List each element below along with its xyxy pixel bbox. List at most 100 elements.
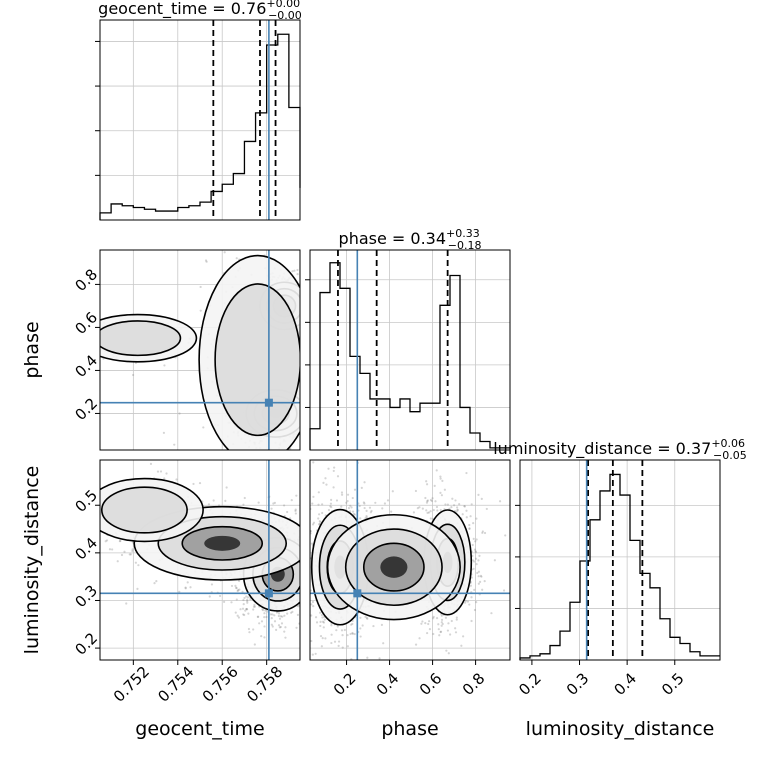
- sample-point: [269, 613, 272, 616]
- sample-point: [223, 600, 226, 603]
- sample-point: [350, 623, 353, 626]
- sample-point: [202, 426, 205, 429]
- sample-point: [280, 622, 284, 625]
- sample-point: [432, 508, 435, 512]
- sample-point: [483, 531, 487, 535]
- sample-point: [386, 499, 390, 502]
- ylabel-phase: phase: [21, 321, 43, 378]
- sample-point: [128, 553, 131, 556]
- sample-point: [235, 598, 238, 601]
- sample-point: [452, 504, 456, 507]
- title-luminosity_distance: luminosity_distance = 0.37+0.06 −0.05: [493, 437, 747, 462]
- title-geocent_time: geocent_time = 0.76+0.00 −0.00: [98, 0, 302, 22]
- sample-point: [311, 523, 315, 526]
- sample-point: [359, 517, 362, 520]
- sample-point: [378, 657, 381, 660]
- sample-point: [391, 490, 394, 493]
- sample-point: [263, 625, 266, 628]
- sample-point: [349, 632, 352, 636]
- sample-point: [429, 510, 432, 513]
- sample-point: [253, 643, 256, 646]
- sample-point: [319, 521, 322, 524]
- sample-point: [247, 612, 250, 615]
- sample-point: [363, 506, 366, 510]
- truth-marker: [353, 589, 362, 598]
- sample-point: [319, 620, 322, 623]
- sample-point: [199, 309, 202, 312]
- sample-point: [265, 615, 268, 619]
- sample-point: [319, 624, 322, 628]
- sample-point: [427, 622, 430, 626]
- sample-point: [207, 503, 211, 506]
- sample-point: [321, 620, 325, 623]
- sample-point: [475, 517, 478, 520]
- sample-point: [481, 588, 484, 591]
- sample-point: [178, 590, 181, 593]
- sample-point: [477, 582, 480, 585]
- sample-point: [363, 502, 366, 505]
- sample-point: [234, 584, 237, 588]
- sample-point: [433, 484, 436, 487]
- sample-point: [314, 652, 317, 655]
- sample-point: [312, 521, 316, 524]
- xlabel-phase: phase: [381, 718, 438, 740]
- sample-point: [296, 613, 300, 616]
- sample-point: [351, 510, 355, 513]
- sample-point: [271, 613, 274, 616]
- sample-point: [335, 499, 339, 502]
- sample-point: [470, 619, 473, 623]
- sample-point: [311, 502, 314, 505]
- sample-point: [447, 652, 450, 655]
- sample-point: [362, 501, 365, 504]
- sample-point: [479, 574, 483, 577]
- panel-frame: [309, 459, 511, 661]
- sample-point: [337, 644, 340, 647]
- sample-point: [365, 514, 368, 518]
- sample-point: [353, 488, 357, 491]
- sample-point: [456, 508, 459, 511]
- sample-point: [427, 511, 431, 514]
- sample-point: [322, 621, 326, 624]
- sample-point: [474, 557, 478, 560]
- sample-point: [455, 506, 459, 509]
- sample-point: [330, 505, 333, 509]
- sample-point: [244, 609, 247, 612]
- sample-point: [369, 511, 372, 514]
- sample-point: [436, 509, 439, 512]
- sample-point: [434, 500, 437, 503]
- sample-point: [464, 601, 467, 604]
- sample-point: [455, 510, 458, 513]
- sample-point: [284, 626, 287, 629]
- sample-point: [439, 508, 442, 512]
- sample-point: [175, 478, 178, 481]
- sample-point: [424, 622, 427, 625]
- sample-point: [351, 632, 354, 635]
- sample-point: [330, 641, 333, 645]
- sample-point: [469, 515, 472, 518]
- sample-point: [360, 486, 363, 489]
- sample-point: [350, 506, 353, 509]
- sample-point: [242, 613, 245, 616]
- sample-point: [359, 635, 362, 638]
- sample-point: [472, 537, 475, 540]
- sample-point: [346, 634, 349, 637]
- sample-point: [432, 632, 435, 636]
- sample-point: [162, 431, 166, 434]
- sample-point: [318, 513, 321, 516]
- sample-point: [368, 506, 372, 509]
- sample-point: [131, 549, 134, 553]
- sample-point: [314, 616, 318, 619]
- sample-point: [116, 560, 119, 563]
- sample-point: [312, 461, 315, 464]
- y-tick-label: 0.2: [71, 629, 101, 659]
- sample-point: [466, 600, 470, 603]
- sample-point: [131, 541, 134, 544]
- sample-point: [441, 479, 444, 482]
- sample-point: [435, 505, 439, 509]
- x-tick-label: 0.4: [610, 669, 640, 699]
- sample-point: [323, 618, 326, 621]
- sample-point: [242, 598, 245, 602]
- sample-point: [429, 517, 432, 520]
- sample-point: [235, 586, 238, 589]
- sample-point: [432, 617, 435, 620]
